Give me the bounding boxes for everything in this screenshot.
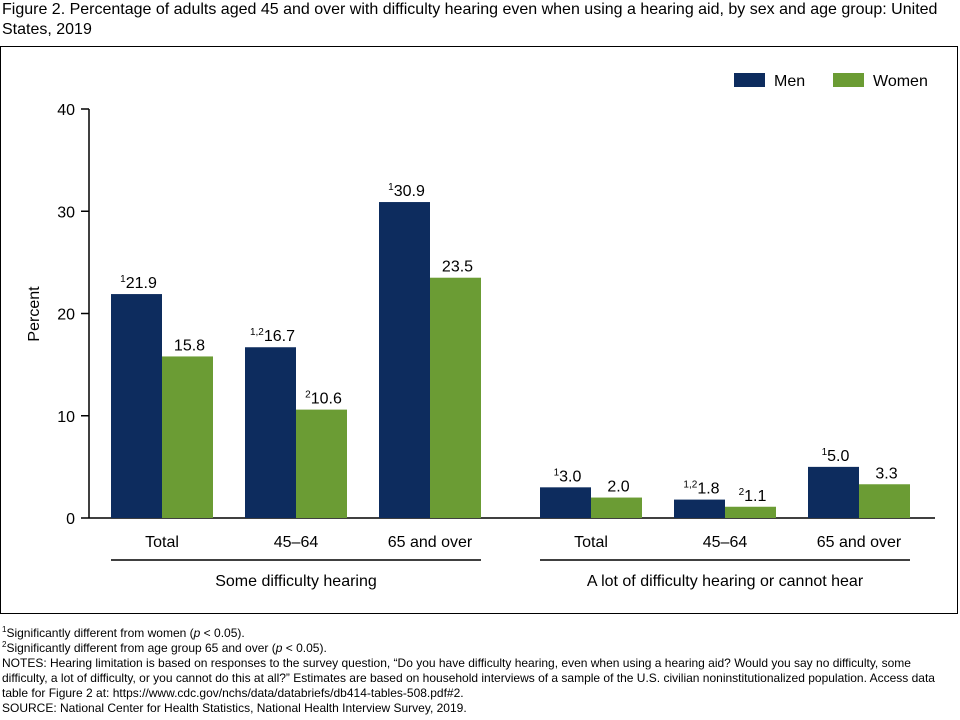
y-tick-label: 20 [57, 307, 75, 324]
data-label: 13.0 [554, 467, 582, 485]
data-label: 121.9 [120, 274, 157, 292]
bar-men [540, 487, 591, 518]
figure-title: Figure 2. Percentage of adults aged 45 a… [2, 1, 938, 38]
legend-label-women: Women [873, 73, 928, 90]
group-title: A lot of difficulty hearing or cannot he… [587, 573, 864, 590]
data-label: 15.0 [822, 447, 850, 465]
bar-men [674, 499, 725, 518]
legend-swatch-men [734, 73, 765, 87]
bar-men [111, 294, 162, 518]
data-label: 23.5 [442, 259, 473, 276]
y-axis-title: Percent [26, 286, 43, 342]
y-tick-label: 0 [66, 511, 75, 528]
data-label: 2.0 [607, 479, 629, 496]
chart-frame: 0 10 20 30 40 Percent 121.9 15.8 Total 1,216.7 210… [0, 46, 958, 614]
x-category-label: Total [574, 534, 608, 551]
footnote-2: 2Significantly different from age group … [2, 640, 327, 656]
bar-men [379, 202, 430, 519]
group-title: Some difficulty hearing [215, 573, 377, 590]
data-label: 1,21.8 [683, 480, 719, 498]
y-tick-label: 40 [57, 102, 75, 119]
legend-label-men: Men [774, 73, 805, 90]
data-label: 21.1 [739, 487, 767, 505]
bar-women [430, 277, 481, 518]
x-category-label: 65 and over [388, 534, 473, 551]
y-tick-label: 10 [57, 409, 75, 426]
x-category-label: Total [145, 534, 179, 551]
bar-chart: 0 10 20 30 40 Percent 121.9 15.8 Total 1,216.7 210… [26, 73, 935, 590]
legend-swatch-women [833, 73, 864, 87]
source-text: SOURCE: National Center for Health Stati… [2, 701, 467, 715]
data-label: 130.9 [388, 182, 425, 200]
notes-text: NOTES: Hearing limitation is based on re… [2, 656, 935, 700]
data-label: 3.3 [875, 465, 897, 482]
x-category-label: 45–64 [274, 534, 319, 551]
x-category-label: 45–64 [703, 534, 748, 551]
bar-women [859, 484, 910, 518]
bar-women [591, 497, 642, 518]
bar-women [296, 409, 347, 518]
bar-men [245, 347, 296, 518]
bar-women [162, 356, 213, 518]
x-category-label: 65 and over [817, 534, 902, 551]
footnote-1: 1Significantly different from women (p <… [2, 625, 245, 641]
bar-men [808, 466, 859, 518]
footnotes: 1Significantly different from women (p <… [2, 626, 952, 716]
data-label: 210.6 [305, 390, 342, 408]
y-tick-label: 30 [57, 204, 75, 221]
data-label: 1,216.7 [250, 327, 295, 345]
data-label: 15.8 [174, 337, 205, 354]
bar-women [725, 506, 776, 518]
